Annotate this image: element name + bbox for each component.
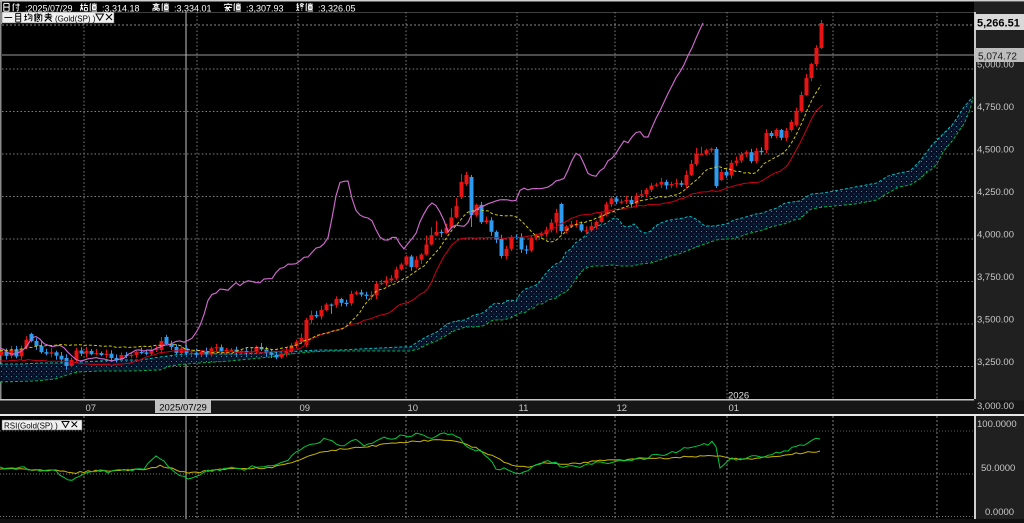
svg-text:RSI(Gold(SP) ): RSI(Gold(SP) ) [4, 422, 58, 431]
svg-text:2026: 2026 [728, 391, 749, 402]
svg-text:3,000.00: 3,000.00 [977, 401, 1014, 412]
svg-text:0.0000: 0.0000 [985, 507, 1014, 518]
svg-text::3,334.01: :3,334.01 [174, 3, 212, 13]
svg-text:07: 07 [86, 403, 97, 414]
svg-text::3,307.93: :3,307.93 [246, 3, 284, 13]
svg-text::2025/07/29: :2025/07/29 [25, 3, 73, 13]
svg-text:5,074.72: 5,074.72 [978, 52, 1017, 63]
svg-text::3,326.05: :3,326.05 [318, 3, 356, 13]
svg-text:5,266.51: 5,266.51 [977, 18, 1020, 30]
svg-text:09: 09 [300, 403, 311, 414]
svg-text:5,000.00: 5,000.00 [977, 60, 1014, 71]
svg-text:50.0000: 50.0000 [981, 463, 1015, 474]
svg-text:01: 01 [729, 403, 740, 414]
svg-text:4,750.00: 4,750.00 [977, 102, 1014, 113]
svg-text:11: 11 [519, 403, 529, 414]
svg-text:4,000.00: 4,000.00 [977, 230, 1014, 241]
svg-text:4,500.00: 4,500.00 [977, 145, 1014, 156]
svg-text:100.0000: 100.0000 [977, 419, 1017, 430]
svg-text:3,750.00: 3,750.00 [977, 272, 1014, 283]
svg-text::3,314.18: :3,314.18 [102, 3, 140, 13]
svg-text:(Gold(SP) ): (Gold(SP) ) [55, 14, 96, 23]
svg-text:4,250.00: 4,250.00 [977, 187, 1014, 198]
svg-text:3,250.00: 3,250.00 [977, 357, 1014, 368]
svg-text:12: 12 [617, 403, 628, 414]
svg-text:3,500.00: 3,500.00 [977, 315, 1014, 326]
svg-text:10: 10 [408, 403, 419, 414]
svg-text:2025/07/29: 2025/07/29 [159, 403, 207, 414]
